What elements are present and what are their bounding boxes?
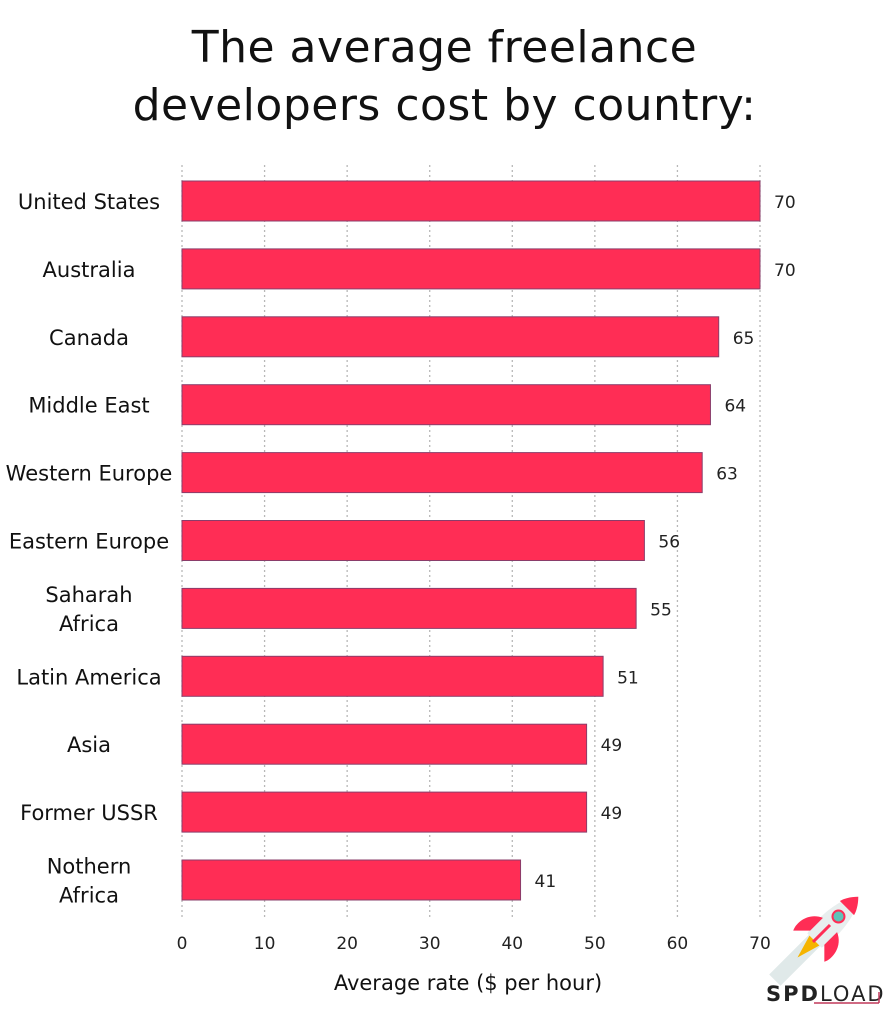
- category-label: United States: [18, 190, 160, 214]
- data-label: 64: [724, 397, 746, 417]
- category-label: Latin America: [16, 665, 161, 689]
- bar: [181, 587, 637, 629]
- data-label: 49: [601, 804, 623, 824]
- category-label: Australia: [43, 258, 136, 282]
- category-label: Middle East: [28, 394, 149, 418]
- x-tick-label: 0: [177, 934, 188, 954]
- bar: [181, 723, 588, 765]
- bar: [181, 859, 522, 901]
- bar: [181, 520, 645, 561]
- x-tick-label: 30: [419, 934, 441, 954]
- category-label: Saharah: [45, 583, 132, 607]
- x-tick-label: 40: [501, 934, 523, 954]
- data-label: 65: [733, 329, 755, 349]
- data-label: 49: [601, 736, 623, 756]
- x-axis-title: Average rate ($ per hour): [334, 971, 602, 995]
- data-label: 70: [774, 193, 796, 213]
- x-tick-label: 10: [254, 934, 276, 954]
- bar: [181, 655, 604, 697]
- logo-text-light: LOAD: [819, 982, 886, 1006]
- bar: [181, 316, 720, 358]
- chart-title-line-2: developers cost by country:: [132, 80, 757, 131]
- bar: [181, 452, 703, 494]
- data-label: 51: [617, 668, 639, 688]
- data-label: 56: [658, 533, 680, 553]
- x-tick-label: 60: [667, 934, 689, 954]
- category-label: Canada: [49, 326, 129, 350]
- chart-title-line-1: The average freelance: [191, 22, 698, 73]
- category-label: Nothern: [47, 855, 132, 879]
- bar: [181, 791, 588, 833]
- category-label: Africa: [59, 612, 119, 636]
- category-label: Asia: [67, 733, 111, 757]
- category-label: Africa: [59, 884, 119, 908]
- spdload-logo: SPDLOAD: [766, 982, 886, 1006]
- logo-text-bold: SPD: [766, 982, 820, 1006]
- bar: [181, 248, 761, 290]
- x-tick-label: 50: [584, 934, 606, 954]
- data-label: 63: [716, 465, 738, 485]
- category-label: Former USSR: [20, 801, 158, 825]
- data-label: 41: [535, 872, 557, 892]
- x-tick-label: 70: [749, 934, 771, 954]
- x-tick-label: 20: [336, 934, 358, 954]
- data-label: 55: [650, 600, 672, 620]
- data-label: 70: [774, 261, 796, 281]
- category-label: Eastern Europe: [9, 530, 169, 554]
- bar: [181, 180, 761, 222]
- bar: [181, 384, 711, 426]
- category-label: Western Europe: [6, 462, 173, 486]
